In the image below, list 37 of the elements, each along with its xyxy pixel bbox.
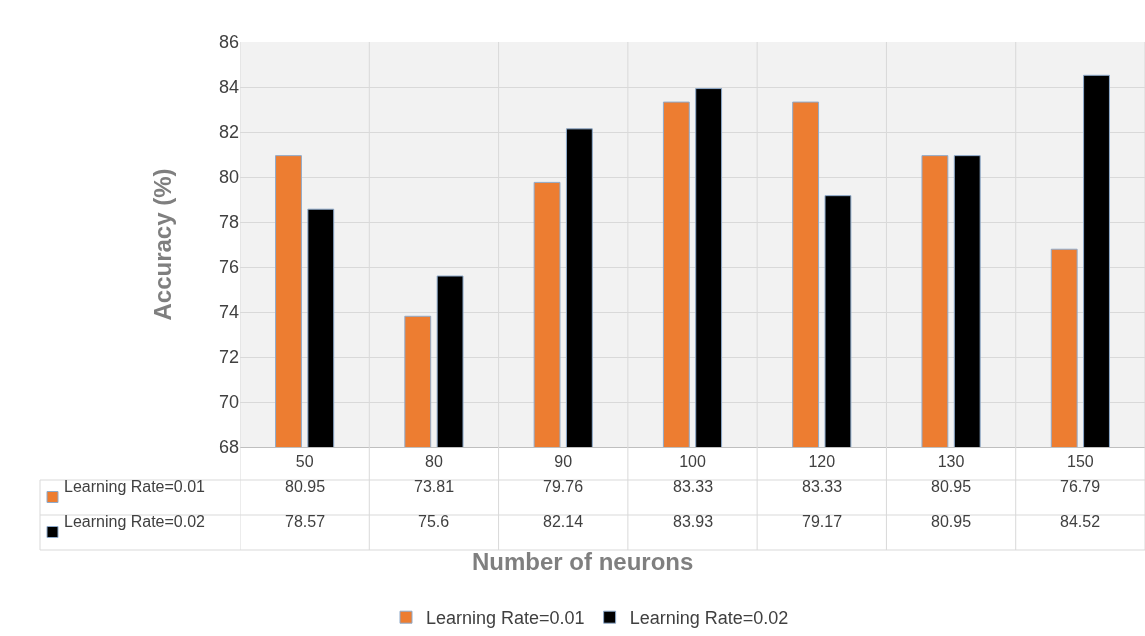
data-label: 79.76	[543, 478, 584, 495]
x-tick-label: 100	[679, 453, 706, 471]
y-tick-label: 68	[218, 437, 239, 458]
y-tick-label: 78	[218, 212, 239, 233]
y-tick-label: 72	[218, 347, 239, 368]
data-label: 76.79	[1060, 478, 1101, 495]
data-label: 80.95	[931, 478, 972, 495]
data-label: 82.14	[543, 513, 584, 530]
data-label: 79.17	[802, 513, 843, 530]
y-tick-label: 70	[218, 392, 239, 413]
data-label: 78.57	[285, 513, 326, 530]
x-axis-title: Number of neurons	[472, 548, 694, 575]
x-tick-label: 130	[937, 453, 965, 471]
data-label: 83.33	[673, 478, 714, 495]
data-label: 83.33	[802, 478, 843, 495]
x-tick-label: 150	[1067, 453, 1094, 471]
data-label: 80.95	[285, 478, 326, 495]
y-axis-title: Accuracy (%)	[149, 168, 177, 321]
x-tick-label: 50	[295, 453, 314, 471]
x-tick-label: 80	[425, 453, 443, 471]
data-label: 80.95	[931, 513, 972, 530]
y-tick-label: 76	[218, 257, 239, 278]
y-tick-label: 74	[218, 302, 239, 323]
legend-label: Learning Rate=0.01	[426, 608, 585, 629]
x-tick-label: 120	[808, 453, 836, 471]
x-tick-label: 90	[554, 453, 573, 471]
y-tick-label: 80	[218, 167, 239, 188]
y-tick-label: 82	[218, 122, 239, 143]
data-label: 84.52	[1060, 513, 1101, 530]
data-label: 73.81	[414, 478, 455, 495]
data-label: 75.6	[418, 513, 450, 530]
data-label: 83.93	[673, 513, 714, 530]
text: Learning Rate=0.02	[64, 513, 205, 530]
legend-label: Learning Rate=0.02	[629, 608, 789, 629]
y-tick-label: 86	[218, 32, 239, 53]
y-tick-label: 84	[218, 77, 239, 98]
text: Learning Rate=0.01	[64, 478, 205, 495]
